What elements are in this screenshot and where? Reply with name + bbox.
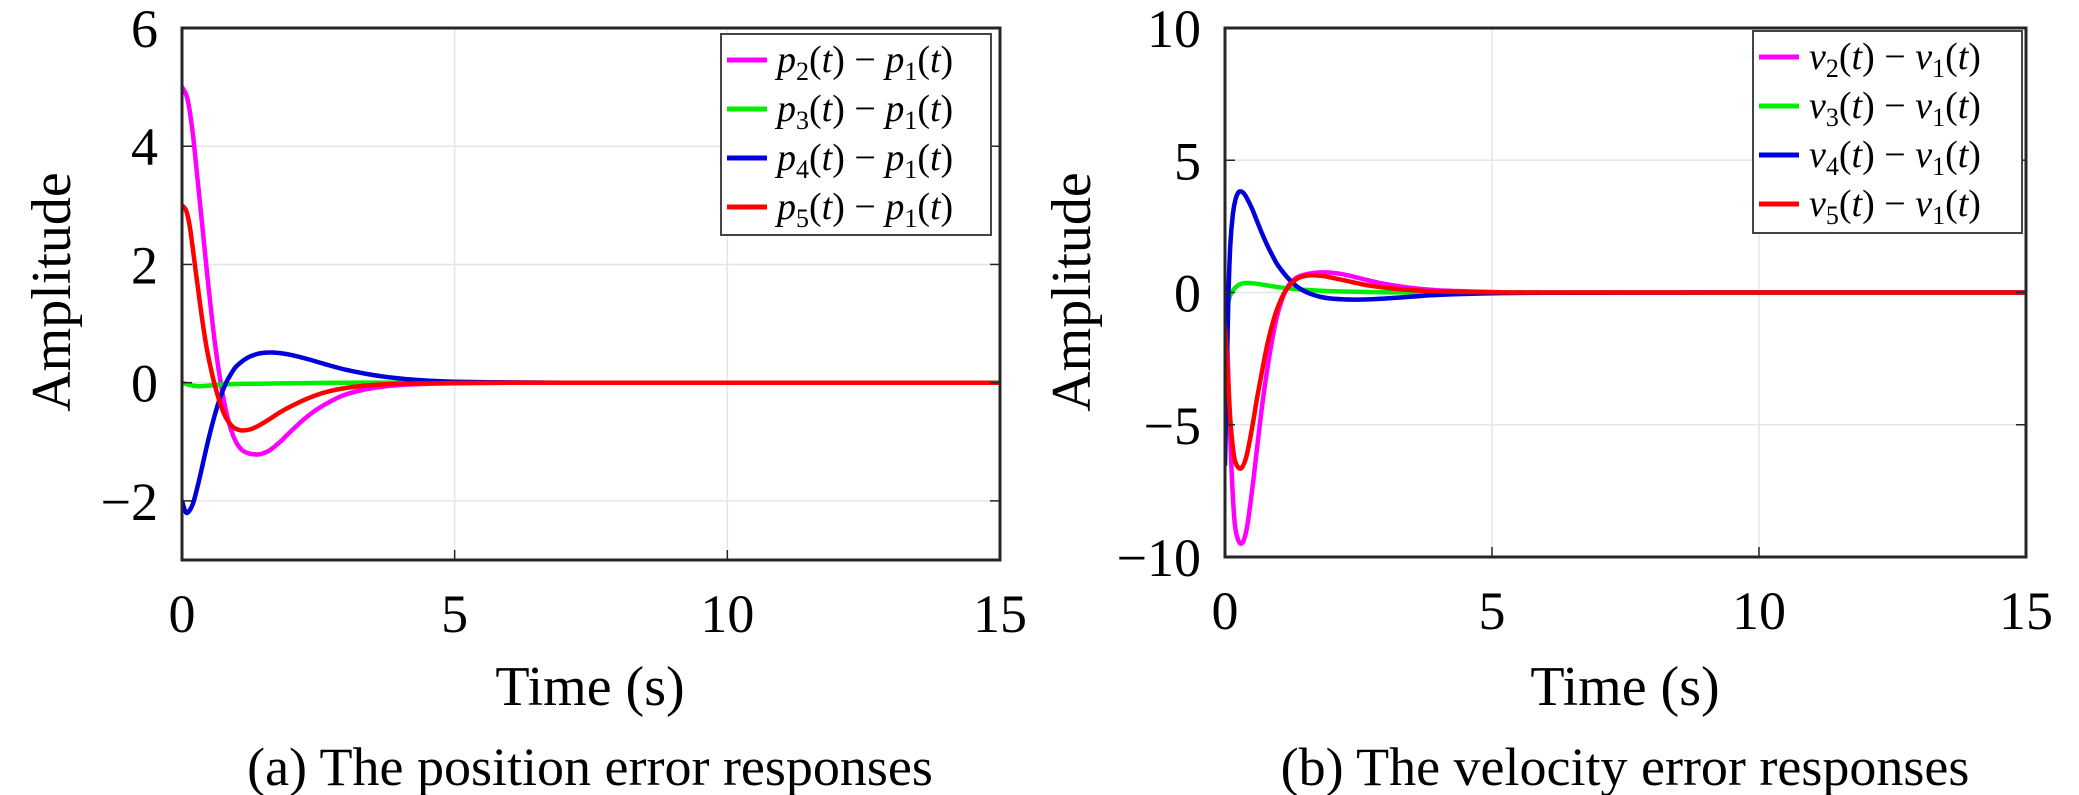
y-tick-label: 5	[1174, 131, 1201, 191]
y-tick-label: −2	[101, 472, 158, 532]
y-tick-label: −10	[1117, 528, 1201, 588]
y-tick-label: −5	[1144, 396, 1201, 456]
y-tick-label: 6	[131, 0, 158, 59]
y-tick-label: 0	[131, 354, 158, 414]
panel-a-curves	[182, 84, 1000, 516]
panel-b-curves	[1225, 189, 2026, 547]
x-tick-label: 15	[973, 584, 1027, 644]
panel-a-caption: (a) The position error responses	[247, 737, 933, 795]
x-tick-label: 0	[169, 584, 196, 644]
panel-b-velocity-errors: 0 5 10 15 −10 −5 0 5 10 v2(t) − v1(t)v3(t) − v1(…	[1041, 0, 2053, 795]
panel-b-caption: (b) The velocity error responses	[1281, 737, 1970, 795]
y-tick-label: 4	[131, 117, 158, 177]
legend-entry-label: v3(t) − v1(t)	[1809, 85, 1981, 132]
y-tick-label: 2	[131, 235, 158, 295]
x-tick-label: 15	[1999, 581, 2053, 641]
panel-b-legend: v2(t) − v1(t)v3(t) − v1(t)v4(t) − v1(t)v…	[1752, 30, 2023, 234]
legend-box	[1752, 30, 2023, 234]
panel-b-x-axis-label: Time (s)	[1530, 656, 1719, 718]
x-tick-label: 0	[1212, 581, 1239, 641]
legend-entry-label: p5(t) − p1(t)	[774, 186, 953, 233]
legend-entry-label: p3(t) − p1(t)	[774, 88, 953, 135]
y-tick-label: 10	[1147, 0, 1201, 59]
panel-b-ticks: 0 5 10 15 −10 −5 0 5 10	[1117, 0, 2053, 641]
series-line-p5	[182, 203, 1000, 433]
panel-b-y-axis-label: Amplitude	[1041, 172, 1103, 412]
panel-a-x-axis-label: Time (s)	[495, 656, 684, 718]
y-tick-label: 0	[1174, 264, 1201, 324]
panel-a-plot-frame	[180, 26, 1002, 562]
series-line-v2	[1225, 270, 2026, 547]
series-line-v5	[1225, 272, 2026, 471]
legend-entry-label: v4(t) − v1(t)	[1809, 134, 1981, 181]
x-tick-label: 5	[1479, 581, 1506, 641]
legend-entry-label: v5(t) − v1(t)	[1809, 183, 1981, 230]
panel-a-legend: p2(t) − p1(t)p3(t) − p1(t)p4(t) − p1(t)p…	[720, 33, 992, 236]
legend-entry-label: v2(t) − v1(t)	[1809, 36, 1981, 83]
series-line-p4	[182, 350, 1000, 516]
x-tick-label: 10	[1732, 581, 1786, 641]
x-tick-label: 10	[700, 584, 754, 644]
legend-entry-label: p4(t) − p1(t)	[774, 137, 953, 184]
panel-a-y-axis-label: Amplitude	[21, 172, 83, 412]
legend-entry-label: p2(t) − p1(t)	[774, 39, 953, 86]
x-tick-label: 5	[441, 584, 468, 644]
legend-box	[720, 33, 992, 236]
